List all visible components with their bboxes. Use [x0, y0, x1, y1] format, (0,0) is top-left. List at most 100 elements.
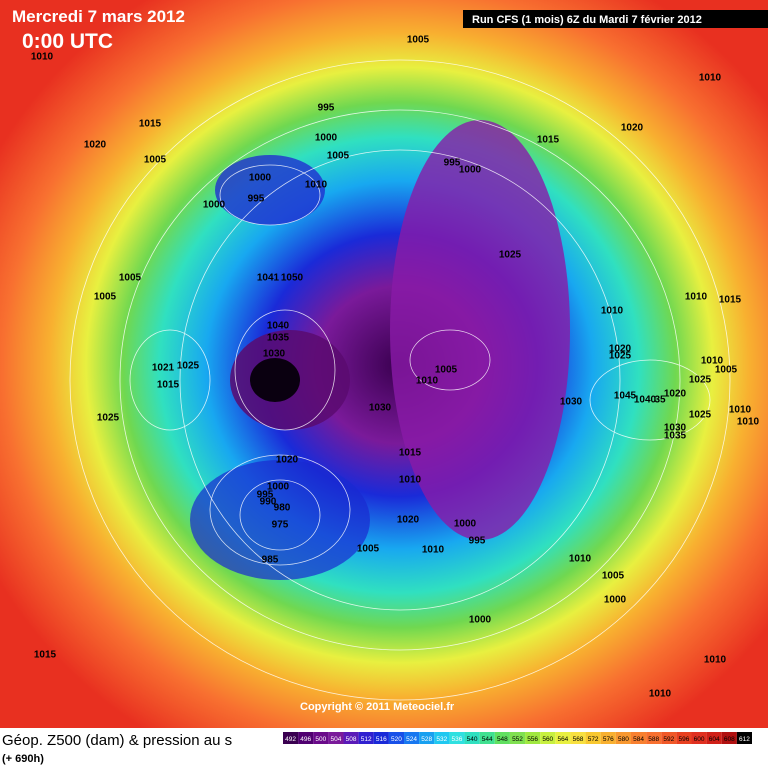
- isobar-label: 1010: [416, 376, 439, 387]
- scale-swatch: [283, 732, 299, 744]
- isobar-label: 1020: [397, 515, 420, 526]
- color-scale: 492 496 500 504 508 512 516 520 524 528 532 536 540 5…: [283, 732, 752, 744]
- scale-swatch: [298, 732, 314, 744]
- isobar-label: 1025: [689, 375, 712, 386]
- isobar-label: 1005: [144, 155, 167, 166]
- isobar-label: 1010: [737, 417, 760, 428]
- footer-title: Géop. Z500 (dam) & pression au s: [2, 732, 232, 749]
- isobar-label: 1015: [537, 135, 560, 146]
- isobar-label: 1005: [715, 365, 738, 376]
- isobar-label: 1010: [699, 73, 722, 84]
- scale-label: 584: [633, 736, 644, 743]
- isobar-label: 1040: [267, 321, 290, 332]
- low-area: [215, 155, 325, 225]
- scale-swatch: [630, 732, 647, 744]
- geopotential-field: [0, 0, 768, 730]
- scale-label: 496: [300, 736, 311, 743]
- isobar-label: 1020: [84, 140, 107, 151]
- isobar-label: 1035: [267, 333, 290, 344]
- isobar-label: 1005: [94, 292, 117, 303]
- scale-swatch: [509, 732, 526, 744]
- scale-label: 516: [376, 736, 387, 743]
- footer-lead: (+ 690h): [2, 753, 44, 765]
- isobar-label: 1010: [569, 554, 592, 565]
- isobar-label: 35: [654, 395, 666, 406]
- isobar-label: 1000: [604, 595, 627, 606]
- scale-swatch: [555, 732, 571, 744]
- scale-swatch: [736, 732, 752, 744]
- scale-label: 560: [542, 736, 553, 743]
- scale-swatch: [449, 732, 465, 744]
- isobar-label: 1005: [602, 571, 625, 582]
- low-core: [250, 358, 300, 402]
- isobar-label: 985: [262, 555, 279, 566]
- isobar-label: 1030: [664, 423, 687, 434]
- scale-label: 524: [406, 736, 417, 743]
- low-area: [190, 460, 370, 580]
- scale-swatch: [464, 732, 480, 744]
- isobar-label: 1005: [435, 365, 458, 376]
- isobar-label: 995: [257, 490, 274, 501]
- scale-label: 492: [285, 736, 296, 743]
- scale-label: 568: [573, 736, 584, 743]
- isobar-label: 1015: [139, 119, 162, 130]
- scale-swatch: [388, 732, 405, 744]
- isobar-label: 1010: [704, 655, 727, 666]
- isobar-label: 1010: [685, 292, 708, 303]
- isobar-label: 1030: [263, 349, 286, 360]
- copyright: Copyright © 2011 Meteociel.fr: [300, 701, 455, 713]
- scale-swatch: [328, 732, 344, 744]
- isobar-label: 1010: [701, 356, 724, 367]
- scale-swatch: [706, 732, 722, 744]
- scale-label: 612: [739, 736, 750, 743]
- scale-label: 600: [694, 736, 705, 743]
- isobar-label: 980: [274, 503, 291, 514]
- isobar-label: 995: [444, 158, 461, 169]
- scale-label: 536: [452, 736, 463, 743]
- isobar-label: 1030: [560, 397, 583, 408]
- scale-label: 552: [512, 736, 523, 743]
- isobar-label: 990: [260, 497, 277, 508]
- isobar-label: 975: [272, 520, 289, 531]
- isobar-label: 1035: [664, 431, 687, 442]
- isobar-label: 1025: [499, 250, 522, 261]
- scale-swatch: [691, 732, 707, 744]
- scale-swatch: [479, 732, 495, 744]
- scale-label: 588: [648, 736, 659, 743]
- isobar-label: 1000: [249, 173, 272, 184]
- isobar-label: 1040: [634, 395, 657, 406]
- isobar-label: 1005: [119, 273, 142, 284]
- isobar-label: 995: [469, 536, 486, 547]
- isobar-label: 1000: [469, 615, 492, 626]
- scale-label: 572: [588, 736, 599, 743]
- isobar-label: 1010: [422, 545, 445, 556]
- isobar-label: 1020: [276, 455, 299, 466]
- isobar-label: 1020: [609, 344, 632, 355]
- isobar-label: 1021: [152, 363, 175, 374]
- scale-swatch: [358, 732, 374, 744]
- isobar-label: 1030: [369, 403, 392, 414]
- scale-swatch: [661, 732, 677, 744]
- scale-label: 520: [391, 736, 402, 743]
- scale-swatch: [676, 732, 692, 744]
- isobar-label: 1045: [614, 391, 637, 402]
- isobar-label: 1000: [315, 133, 338, 144]
- isobar-label: 1015: [157, 380, 180, 391]
- scale-label: 512: [361, 736, 372, 743]
- isobar-label: 1025: [609, 351, 632, 362]
- scale-label: 508: [346, 736, 357, 743]
- isobar-label: 1020: [664, 389, 687, 400]
- isobar-label: 1020: [621, 123, 644, 134]
- scale-swatch: [600, 732, 616, 744]
- scale-swatch: [525, 732, 541, 744]
- scale-swatch: [585, 732, 601, 744]
- isobar-label: 1010: [601, 306, 624, 317]
- isobar-label: 1015: [719, 295, 742, 306]
- isobar-label: 1010: [31, 52, 54, 63]
- isobar-label: 1010: [649, 689, 672, 700]
- scale-label: 608: [724, 736, 735, 743]
- scale-label: 592: [663, 736, 674, 743]
- scale-swatch: [373, 732, 389, 744]
